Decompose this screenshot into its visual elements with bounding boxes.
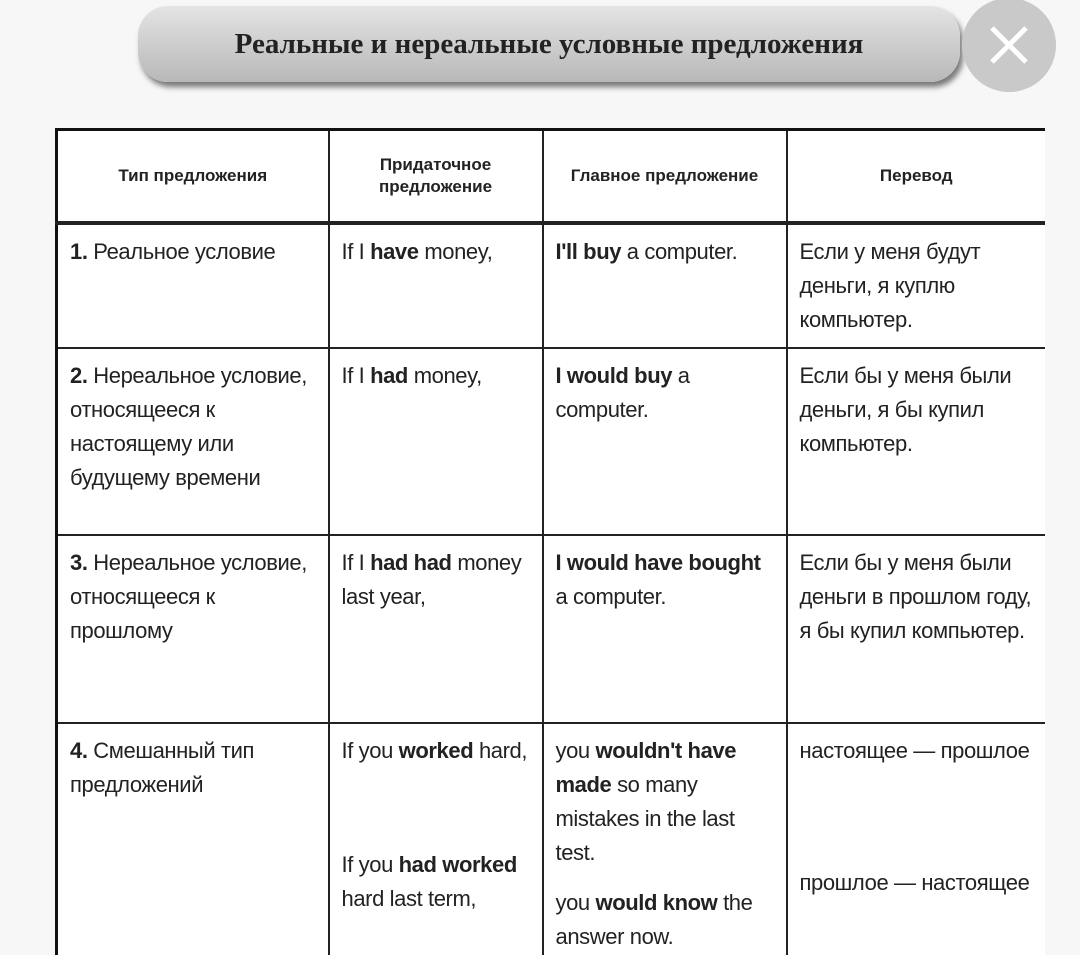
cell-paragraph: I would buy a computer. [556,359,774,427]
cell-paragraph: If I had had money last year, [342,546,530,614]
cell-text: Если бы у меня были деньги в прошлом год… [799,550,1032,643]
table-cell: If you worked hard, If you had worked har… [327,722,544,955]
table-cell: Если бы у меня были деньги в прошлом год… [785,534,1045,724]
cell-text: If you [341,852,399,877]
cell-paragraph: Если бы у меня были деньги, я бы купил к… [800,359,1034,461]
cell-paragraph: I'll buy a computer. [556,235,774,269]
table-row: 2. Нереальное условие, относящееся к нас… [55,347,1045,536]
cell-paragraph: you would know the answer now. [556,886,774,954]
header-row: Тип предложения Придаточное предложение Гл… [55,128,1045,225]
table-row: 4. Смешанный тип предложений If you worke… [55,722,1045,955]
cell-bold-text: I would buy [555,363,673,388]
cell-paragraph: 4. Смешанный тип предложений [70,734,316,802]
cell-text: настоящее — прошлое [799,738,1030,763]
cell-text: money last year, [341,550,522,609]
cell-text: Нереальное условие, относящееся к настоя… [70,363,307,490]
cell-bold-text: I'll buy [555,239,622,264]
cell-paragraph: настоящее — прошлое [800,734,1034,768]
cell-paragraph: прошлое — настоящее [800,866,1034,900]
cell-paragraph: Если у меня будут деньги, я куплю компью… [800,235,1034,337]
cell-bold-text: wouldn't have made [555,738,737,797]
cell-text: hard, [473,738,528,763]
table-cell: I'll buy a computer. [541,222,788,349]
table: Тип предложения Придаточное предложение Гл… [55,128,1045,955]
cell-paragraph: I would have bought a computer. [556,546,774,614]
cell-paragraph: If you worked hard, [342,734,530,768]
table-cell: настоящее — прошлое прошлое — настоящее [785,722,1045,955]
cell-text: Если у меня будут деньги, я куплю компью… [799,239,981,332]
cell-paragraph: 1. Реальное условие [70,235,316,269]
cell-text: Реальное условие [87,239,276,264]
table-container: Тип предложения Придаточное предложение Гл… [55,128,1045,955]
title: Реальные и нереальные условные предложен… [234,27,864,60]
cell-text: If I [341,239,371,264]
cell-bold-text: had [370,363,408,388]
table-cell: 4. Смешанный тип предложений [55,722,330,955]
cell-bold-text: had had [370,550,452,575]
cell-text: If I [341,363,371,388]
cell-bold-text: I would have bought [555,550,761,575]
cell-paragraph: If I had money, [342,359,530,393]
close-button[interactable] [962,0,1056,92]
cell-text: money, [407,363,483,388]
cell-paragraph: 2. Нереальное условие, относящееся к нас… [70,359,316,495]
cell-bold-text: worked [398,738,474,763]
cell-text: Если бы у меня были деньги, я бы купил к… [799,363,1012,456]
cell-bold-text: 1. [70,239,88,264]
cell-bold-text: would know [595,890,718,915]
cell-paragraph: If you had worked hard last term, [342,848,530,916]
column-header: Тип предложения [55,128,330,225]
table-cell: Если у меня будут деньги, я куплю компью… [785,222,1045,349]
table-row: 1. Реальное условие If I have money, I'll … [55,222,1045,349]
cell-paragraph: If I have money, [342,235,530,269]
cell-text: Смешанный тип предложений [70,738,254,797]
table-cell: If I had had money last year, [327,534,544,724]
cell-text: a computer. [621,239,738,264]
cell-text: прошлое — настоящее [799,870,1030,895]
cell-paragraph: you wouldn't have made so many mistakes … [556,734,774,870]
cell-bold-text: have [370,239,419,264]
title-bar: Реальные и нереальные условные предложен… [138,6,960,82]
table-cell: you wouldn't have made so many mistakes … [541,722,788,955]
cell-bold-text: had worked [398,852,518,877]
table-cell: If I had money, [327,347,544,536]
cell-text: a computer. [555,584,667,609]
table-cell: 2. Нереальное условие, относящееся к нас… [55,347,330,536]
cell-bold-text: 4. [70,738,88,763]
table-cell: If I have money, [327,222,544,349]
cell-text: the answer now. [555,890,753,949]
cell-text: hard last term, [341,886,477,911]
cell-text: money, [418,239,493,264]
cell-text: If you [341,738,399,763]
column-header: Перевод [785,128,1045,225]
cell-text: so many mistakes in the last test. [555,772,735,865]
cell-text: you [555,890,596,915]
column-header: Главное предложение [541,128,788,225]
cell-text: a computer. [555,363,691,422]
cell-paragraph: 3. Нереальное условие, относящееся к про… [70,546,316,648]
cell-bold-text: 3. [70,550,88,575]
close-icon [990,26,1028,64]
table-cell: I would buy a computer. [541,347,788,536]
table-cell: I would have bought a computer. [541,534,788,724]
cell-bold-text: 2. [70,363,88,388]
cell-text: you [555,738,596,763]
table-cell: 1. Реальное условие [55,222,330,349]
cell-text: Нереальное условие, относящееся к прошло… [70,550,307,643]
column-header: Придаточное предложение [327,128,544,225]
table-cell: Если бы у меня были деньги, я бы купил к… [785,347,1045,536]
cell-text: If I [341,550,371,575]
table-row: 3. Нереальное условие, относящееся к про… [55,534,1045,724]
table-cell: 3. Нереальное условие, относящееся к про… [55,534,330,724]
cell-paragraph: Если бы у меня были деньги в прошлом год… [800,546,1034,648]
